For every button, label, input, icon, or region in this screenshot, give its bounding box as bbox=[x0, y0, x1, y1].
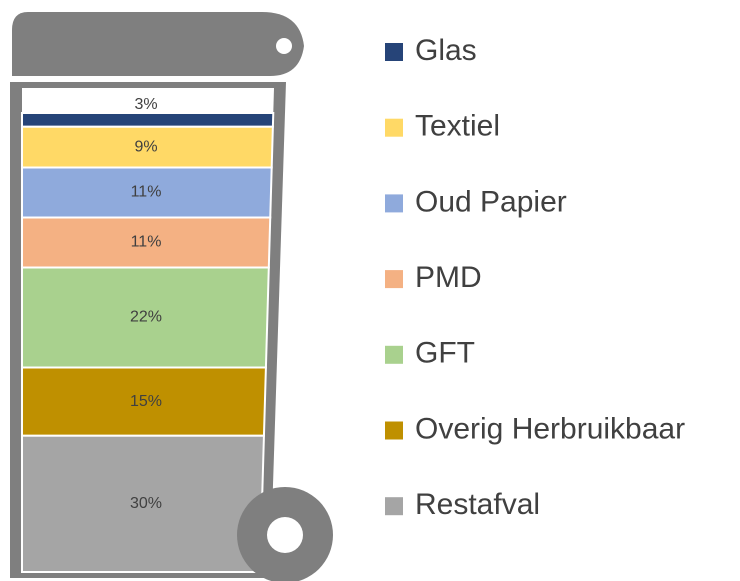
legend-swatch bbox=[385, 422, 403, 440]
value-label: 30% bbox=[130, 495, 162, 512]
value-label: 11% bbox=[131, 184, 162, 201]
value-label: 9% bbox=[134, 138, 157, 155]
legend-swatch bbox=[385, 346, 403, 364]
legend-label: Overig Herbruikbaar bbox=[415, 412, 685, 445]
wheel bbox=[237, 487, 333, 581]
bin-lid bbox=[12, 12, 304, 76]
legend-swatch bbox=[385, 497, 403, 515]
legend-label: Restafval bbox=[415, 488, 540, 521]
value-label: 11% bbox=[131, 234, 162, 251]
legend-label: PMD bbox=[415, 261, 482, 294]
legend-label: Textiel bbox=[415, 110, 500, 143]
bar-segment bbox=[22, 113, 273, 127]
plot: 30% 15% 22% 11% 11% 9% 3% bbox=[22, 96, 273, 572]
legend-label: Glas bbox=[415, 34, 477, 67]
legend-swatch bbox=[385, 194, 403, 212]
value-label: 3% bbox=[134, 96, 157, 113]
legend-swatch bbox=[385, 119, 403, 137]
value-label: 22% bbox=[130, 309, 162, 326]
chart: 30% 15% 22% 11% 11% 9% 3% Glas Textiel Oud Papie… bbox=[0, 0, 740, 581]
legend: Glas Textiel Oud Papier PMD GFT Overig Herbru… bbox=[385, 34, 685, 521]
lid-hole bbox=[276, 38, 292, 54]
legend-label: Oud Papier bbox=[415, 185, 567, 218]
legend-swatch bbox=[385, 270, 403, 288]
value-label: 15% bbox=[130, 393, 162, 410]
legend-swatch bbox=[385, 43, 403, 61]
wheel-hub bbox=[267, 517, 303, 553]
legend-label: GFT bbox=[415, 337, 475, 370]
